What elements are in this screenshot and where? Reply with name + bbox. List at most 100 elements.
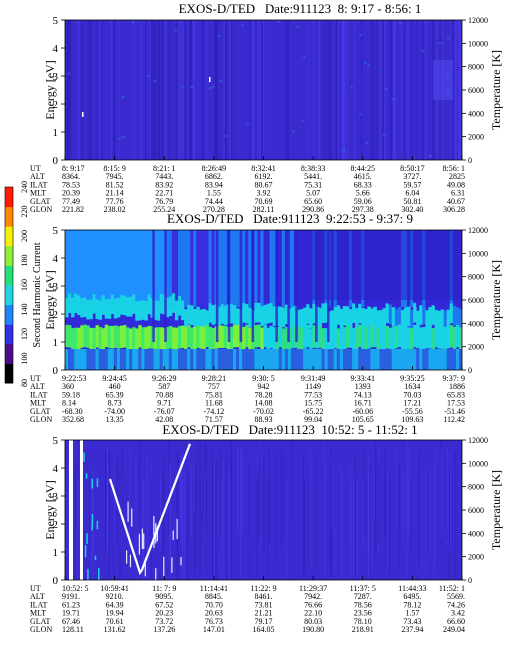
heatmap-cell	[171, 349, 176, 370]
y-tick-label: 2	[53, 309, 59, 321]
heatmap-cell	[86, 533, 88, 544]
heatmap-cell	[158, 20, 160, 160]
heatmap-cell	[215, 20, 218, 160]
heatmap-cell	[199, 479, 201, 575]
heatmap-cell	[434, 349, 438, 370]
row-value-glon: 147.01	[203, 625, 225, 634]
heatmap-cell	[272, 349, 277, 370]
heatmap-cell	[147, 349, 151, 370]
heatmap-cell	[413, 302, 417, 323]
heatmap-cell	[171, 557, 173, 573]
heatmap-cell	[440, 349, 445, 370]
heatmap-cell	[251, 230, 255, 342]
heatmap-cell	[440, 309, 445, 330]
heatmap-cell	[151, 20, 154, 160]
heatmap-cell	[232, 230, 237, 307]
row-value-alt: 6192.	[255, 172, 273, 181]
row-value-alt: 1634	[404, 382, 420, 391]
heatmap-cell	[354, 455, 356, 579]
row-value-ut: 8:15: 9	[103, 164, 125, 173]
heatmap-cell	[337, 20, 339, 160]
heatmap-cell	[339, 476, 341, 572]
heatmap-cell	[237, 450, 239, 536]
heatmap-cell	[219, 20, 221, 160]
heatmap-cell	[240, 451, 242, 540]
row-value-glon: 42.08	[155, 415, 173, 424]
row-value-ilat: 65.83	[447, 390, 465, 399]
heatmap-cell	[343, 20, 345, 160]
row-value-glon: 137.26	[153, 625, 175, 634]
heatmap-cell	[410, 20, 413, 160]
row-value-glat: -74.12	[204, 407, 225, 416]
y2-tick-label: 12000	[468, 16, 488, 25]
heatmap-cell	[458, 20, 461, 160]
heatmap-cell	[432, 20, 434, 160]
heatmap-cell	[174, 230, 179, 307]
heatmap-cell	[257, 324, 261, 348]
row-label-alt: ALT	[30, 382, 45, 391]
heatmap-cell	[123, 325, 127, 348]
heatmap-cell	[171, 293, 176, 313]
heatmap-cell	[433, 462, 435, 580]
heatmap-cell	[132, 230, 136, 307]
heatmap-cell	[360, 20, 363, 160]
heatmap-cell	[147, 230, 151, 307]
heatmap-cell	[114, 474, 116, 567]
heatmap-cell	[83, 452, 85, 462]
heatmap-cell	[129, 447, 131, 557]
heatmap-cell	[164, 230, 167, 342]
heatmap-cell	[339, 308, 344, 329]
heatmap-cell	[434, 310, 438, 330]
heatmap-cell	[225, 20, 228, 160]
row-value-ut: 10:52: 5	[62, 584, 88, 593]
heatmap-cell	[96, 520, 99, 530]
heatmap-cell	[321, 328, 325, 351]
heatmap-cell	[345, 306, 350, 326]
heatmap	[65, 230, 462, 370]
heatmap-cell	[199, 326, 203, 349]
heatmap-cell	[278, 324, 283, 348]
heatmap-cell	[95, 325, 99, 348]
row-value-glon: 131.62	[104, 625, 126, 634]
row-value-ilat: 64.39	[106, 600, 124, 609]
heatmap-cell	[416, 310, 420, 331]
heatmap-cell	[74, 467, 76, 580]
heatmap-cell	[339, 349, 344, 370]
heatmap-cell	[373, 349, 377, 370]
heatmap-cell	[268, 449, 270, 544]
heatmap-cell	[68, 445, 70, 559]
heatmap-cell	[86, 325, 90, 348]
heatmap-cell	[290, 325, 295, 349]
row-value-ut: 9:28:21	[202, 374, 226, 383]
heatmap-cell	[153, 230, 158, 307]
heatmap-cell	[430, 468, 432, 556]
heatmap-cell	[284, 230, 289, 307]
heatmap-cell	[316, 456, 318, 568]
heatmap-cell	[303, 452, 305, 580]
heatmap-cell	[361, 308, 365, 328]
heatmap-cell	[248, 307, 252, 328]
heatmap-cell	[126, 296, 130, 317]
row-value-ut: 8:44:25	[351, 164, 375, 173]
heatmap-cell	[454, 20, 457, 160]
heatmap-cell	[121, 136, 125, 139]
heatmap-cell	[290, 349, 295, 370]
heatmap-cell	[89, 299, 93, 320]
row-value-ut: 9:24:45	[102, 374, 126, 383]
heatmap-cell	[330, 449, 332, 577]
heatmap-cell	[254, 349, 258, 370]
heatmap-cell	[86, 299, 90, 320]
heatmap-cell	[344, 20, 347, 160]
heatmap-cell	[83, 297, 87, 318]
heatmap-cell	[193, 20, 196, 160]
row-value-glon: 282.11	[253, 205, 275, 214]
heatmap-cell	[236, 448, 238, 529]
row-value-mlt: 17.53	[447, 399, 465, 408]
heatmap-cell	[321, 303, 325, 324]
heatmap-cell	[229, 303, 234, 324]
heatmap-cell	[407, 306, 411, 327]
heatmap-cell	[214, 349, 219, 370]
y-tick-label: 4	[53, 253, 59, 265]
heatmap-cell	[91, 521, 93, 531]
row-value-alt: 8364.	[62, 172, 80, 181]
